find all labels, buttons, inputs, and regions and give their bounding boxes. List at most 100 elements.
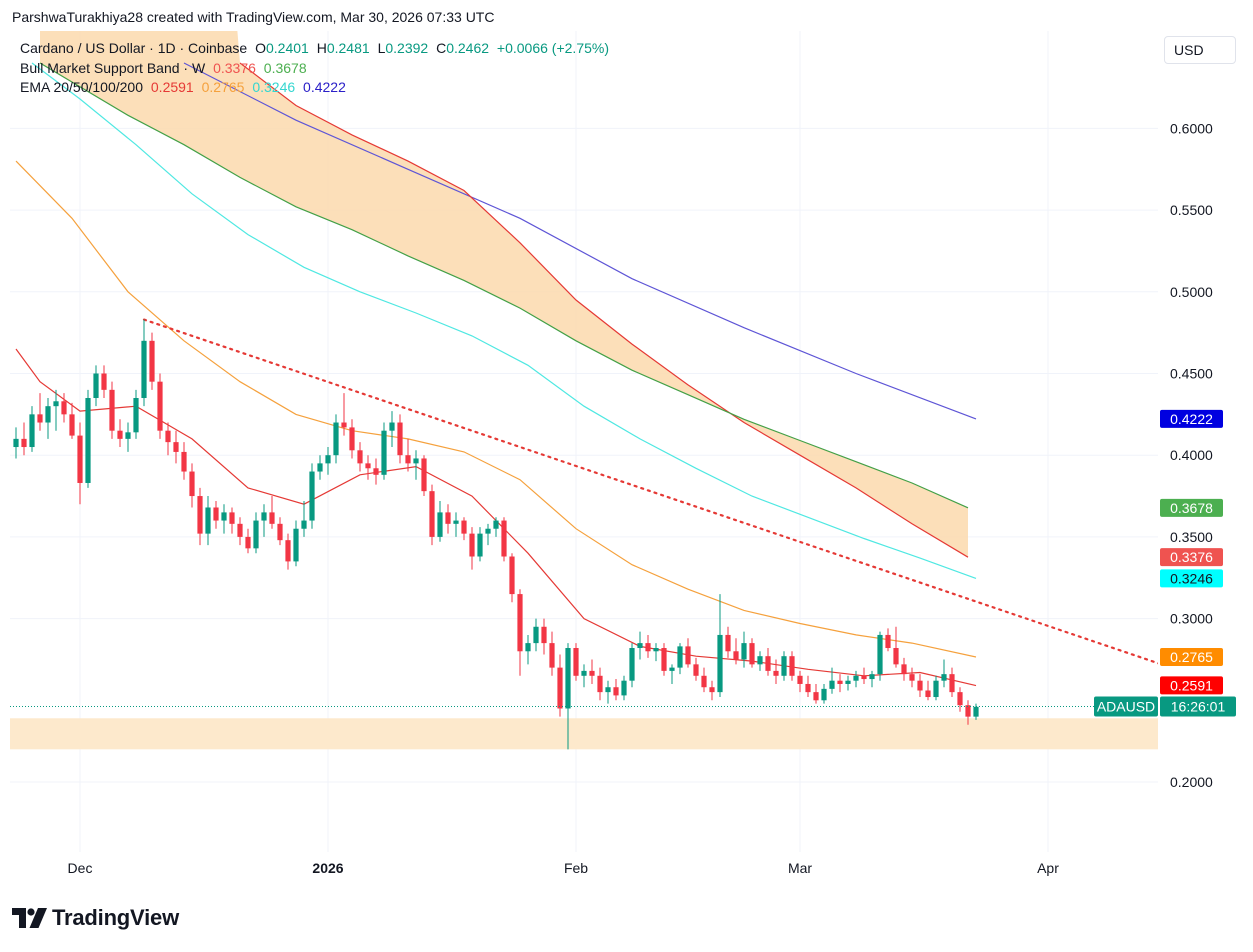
- symbol-tag-box: [1094, 696, 1158, 717]
- candle-body: [429, 491, 435, 537]
- candle-body: [21, 438, 27, 448]
- candle: [61, 393, 67, 423]
- candle: [861, 667, 867, 684]
- candle: [805, 675, 811, 698]
- legend-ema200: 0.4222: [303, 79, 346, 95]
- candle-body: [277, 523, 283, 541]
- candle-body: [701, 675, 707, 688]
- candle: [333, 414, 339, 464]
- candle-body: [797, 675, 803, 684]
- candle: [957, 687, 963, 712]
- candle-body: [925, 690, 931, 698]
- countdown-tag-text: 16:26:01: [1171, 699, 1226, 715]
- candle: [165, 422, 171, 456]
- ema-lines: [15, 62, 977, 687]
- x-tick-label: Dec: [68, 860, 93, 876]
- candle-body: [405, 455, 411, 464]
- candle-body: [549, 643, 555, 668]
- candle: [117, 419, 123, 448]
- candle: [589, 659, 595, 684]
- candle: [541, 618, 547, 655]
- candle: [325, 447, 331, 475]
- candle-body: [221, 512, 227, 521]
- candle: [637, 631, 643, 660]
- candle-body: [269, 512, 275, 524]
- legend-high: 0.2481: [326, 40, 370, 56]
- candle-body: [805, 683, 811, 693]
- candle-body: [141, 340, 147, 399]
- tradingview-logo-icon: [12, 908, 47, 928]
- candle-body: [245, 536, 251, 549]
- candle: [917, 674, 923, 698]
- candle: [69, 402, 75, 439]
- symbol-tag-text: ADAUSD: [1097, 699, 1155, 715]
- series-line-bmsb-21w-ema: [39, 62, 969, 509]
- legend-bmsb-sma: 0.3376: [213, 60, 256, 76]
- candle-body: [469, 533, 475, 557]
- candle: [317, 455, 323, 480]
- candle: [869, 670, 875, 688]
- candle: [309, 463, 315, 529]
- candle: [829, 667, 835, 694]
- candle-body: [149, 340, 155, 382]
- candle: [845, 675, 851, 691]
- candle: [949, 667, 955, 698]
- legend-ema50: 0.2765: [201, 79, 245, 95]
- chart-credit: ParshwaTurakhiya28 created with TradingV…: [12, 9, 495, 25]
- candle-body: [349, 427, 355, 451]
- candle-body: [629, 648, 635, 681]
- y-tick-label: 0.5000: [1170, 284, 1213, 300]
- candle-body: [189, 471, 195, 497]
- price-label-box: [1160, 676, 1223, 695]
- candle-body: [861, 675, 867, 680]
- candle-body: [197, 496, 203, 534]
- candle-body: [421, 458, 427, 492]
- candle: [709, 680, 715, 701]
- candle-body: [181, 451, 187, 472]
- candle: [525, 634, 531, 665]
- candle-body: [693, 664, 699, 676]
- candle: [173, 430, 179, 464]
- tradingview-logo[interactable]: TradingView: [12, 903, 179, 933]
- candle-body: [61, 401, 67, 415]
- candle-body: [637, 643, 643, 649]
- legend-l-label: L: [377, 40, 386, 56]
- candle: [629, 643, 635, 688]
- candle: [93, 365, 99, 407]
- candle: [621, 675, 627, 701]
- candle-body: [685, 646, 691, 665]
- candle-body: [725, 634, 731, 652]
- candle: [277, 517, 283, 546]
- candle: [533, 618, 539, 652]
- candle-body: [293, 528, 299, 562]
- candle: [725, 626, 731, 658]
- y-tick-label: 0.4000: [1170, 447, 1213, 463]
- y-tick-label: 0.3000: [1170, 611, 1213, 627]
- candle-body: [517, 594, 523, 652]
- candle: [109, 381, 115, 439]
- candle-body: [237, 523, 243, 537]
- candle: [733, 638, 739, 665]
- currency-selector[interactable]: USD: [1164, 36, 1236, 64]
- chart-frame[interactable]: [10, 31, 1243, 884]
- candle: [837, 674, 843, 693]
- candle: [965, 700, 971, 725]
- candle: [301, 500, 307, 537]
- candle-body: [485, 528, 491, 534]
- candle: [21, 422, 27, 456]
- candle: [677, 643, 683, 675]
- candle: [413, 450, 419, 480]
- price-label-box: [1160, 409, 1223, 428]
- candle-body: [253, 520, 259, 549]
- candle-body: [773, 670, 779, 676]
- candle-body: [125, 432, 131, 439]
- candle-body: [205, 507, 211, 534]
- candle: [77, 422, 83, 505]
- countdown-tag-box: [1160, 696, 1236, 717]
- candle: [133, 389, 139, 439]
- candle-body: [661, 648, 667, 671]
- candle: [893, 626, 899, 668]
- candle: [293, 520, 299, 567]
- candle-body: [933, 680, 939, 698]
